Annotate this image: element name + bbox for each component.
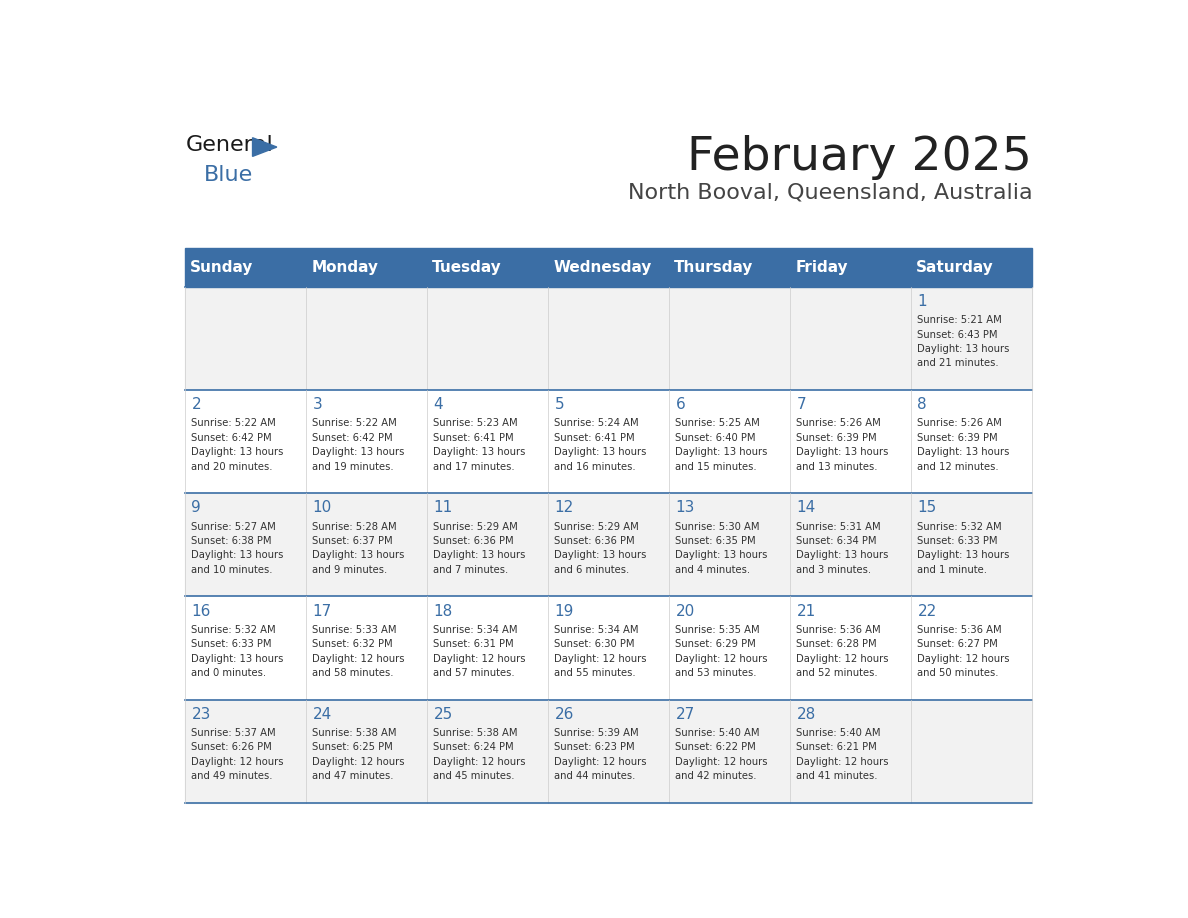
Text: Sunrise: 5:39 AM
Sunset: 6:23 PM
Daylight: 12 hours
and 44 minutes.: Sunrise: 5:39 AM Sunset: 6:23 PM Dayligh…	[555, 728, 647, 781]
Bar	[185, 248, 1032, 286]
Text: Sunrise: 5:26 AM
Sunset: 6:39 PM
Daylight: 13 hours
and 12 minutes.: Sunrise: 5:26 AM Sunset: 6:39 PM Dayligh…	[917, 419, 1010, 472]
Text: 23: 23	[191, 707, 210, 722]
Text: Sunrise: 5:34 AM
Sunset: 6:30 PM
Daylight: 12 hours
and 55 minutes.: Sunrise: 5:34 AM Sunset: 6:30 PM Dayligh…	[555, 625, 647, 678]
Text: Sunrise: 5:22 AM
Sunset: 6:42 PM
Daylight: 13 hours
and 19 minutes.: Sunrise: 5:22 AM Sunset: 6:42 PM Dayligh…	[312, 419, 405, 472]
Text: 16: 16	[191, 603, 210, 619]
Text: 22: 22	[917, 603, 936, 619]
Text: Sunrise: 5:28 AM
Sunset: 6:37 PM
Daylight: 13 hours
and 9 minutes.: Sunrise: 5:28 AM Sunset: 6:37 PM Dayligh…	[312, 521, 405, 575]
Text: 19: 19	[555, 603, 574, 619]
Text: Friday: Friday	[795, 260, 848, 274]
Text: Sunrise: 5:38 AM
Sunset: 6:24 PM
Daylight: 12 hours
and 45 minutes.: Sunrise: 5:38 AM Sunset: 6:24 PM Dayligh…	[434, 728, 526, 781]
Text: Sunrise: 5:35 AM
Sunset: 6:29 PM
Daylight: 12 hours
and 53 minutes.: Sunrise: 5:35 AM Sunset: 6:29 PM Dayligh…	[676, 625, 767, 678]
Text: 11: 11	[434, 500, 453, 515]
Text: Sunrise: 5:40 AM
Sunset: 6:21 PM
Daylight: 12 hours
and 41 minutes.: Sunrise: 5:40 AM Sunset: 6:21 PM Dayligh…	[796, 728, 889, 781]
Bar	[185, 700, 1032, 803]
Text: Blue: Blue	[204, 164, 253, 185]
Text: 12: 12	[555, 500, 574, 515]
Text: 4: 4	[434, 397, 443, 412]
Text: 1: 1	[917, 294, 927, 309]
Text: Sunday: Sunday	[190, 260, 253, 274]
Text: 7: 7	[796, 397, 805, 412]
Text: February 2025: February 2025	[688, 135, 1032, 180]
Text: 28: 28	[796, 707, 816, 722]
Text: Wednesday: Wednesday	[554, 260, 651, 274]
Text: Sunrise: 5:37 AM
Sunset: 6:26 PM
Daylight: 12 hours
and 49 minutes.: Sunrise: 5:37 AM Sunset: 6:26 PM Dayligh…	[191, 728, 284, 781]
Text: 25: 25	[434, 707, 453, 722]
Text: 2: 2	[191, 397, 201, 412]
Text: Sunrise: 5:40 AM
Sunset: 6:22 PM
Daylight: 12 hours
and 42 minutes.: Sunrise: 5:40 AM Sunset: 6:22 PM Dayligh…	[676, 728, 767, 781]
Text: Sunrise: 5:26 AM
Sunset: 6:39 PM
Daylight: 13 hours
and 13 minutes.: Sunrise: 5:26 AM Sunset: 6:39 PM Dayligh…	[796, 419, 889, 472]
Text: Monday: Monday	[311, 260, 378, 274]
Text: Sunrise: 5:29 AM
Sunset: 6:36 PM
Daylight: 13 hours
and 6 minutes.: Sunrise: 5:29 AM Sunset: 6:36 PM Dayligh…	[555, 521, 646, 575]
Text: 14: 14	[796, 500, 816, 515]
Text: Sunrise: 5:36 AM
Sunset: 6:28 PM
Daylight: 12 hours
and 52 minutes.: Sunrise: 5:36 AM Sunset: 6:28 PM Dayligh…	[796, 625, 889, 678]
Text: Sunrise: 5:36 AM
Sunset: 6:27 PM
Daylight: 12 hours
and 50 minutes.: Sunrise: 5:36 AM Sunset: 6:27 PM Dayligh…	[917, 625, 1010, 678]
Text: 5: 5	[555, 397, 564, 412]
Text: North Booval, Queensland, Australia: North Booval, Queensland, Australia	[627, 183, 1032, 203]
Text: 21: 21	[796, 603, 816, 619]
Text: Sunrise: 5:30 AM
Sunset: 6:35 PM
Daylight: 13 hours
and 4 minutes.: Sunrise: 5:30 AM Sunset: 6:35 PM Dayligh…	[676, 521, 767, 575]
Text: 13: 13	[676, 500, 695, 515]
Text: Sunrise: 5:32 AM
Sunset: 6:33 PM
Daylight: 13 hours
and 1 minute.: Sunrise: 5:32 AM Sunset: 6:33 PM Dayligh…	[917, 521, 1010, 575]
Text: Sunrise: 5:25 AM
Sunset: 6:40 PM
Daylight: 13 hours
and 15 minutes.: Sunrise: 5:25 AM Sunset: 6:40 PM Dayligh…	[676, 419, 767, 472]
Text: 8: 8	[917, 397, 927, 412]
Text: 27: 27	[676, 707, 695, 722]
Text: Sunrise: 5:23 AM
Sunset: 6:41 PM
Daylight: 13 hours
and 17 minutes.: Sunrise: 5:23 AM Sunset: 6:41 PM Dayligh…	[434, 419, 526, 472]
Text: Sunrise: 5:24 AM
Sunset: 6:41 PM
Daylight: 13 hours
and 16 minutes.: Sunrise: 5:24 AM Sunset: 6:41 PM Dayligh…	[555, 419, 646, 472]
Text: 9: 9	[191, 500, 201, 515]
Text: Sunrise: 5:32 AM
Sunset: 6:33 PM
Daylight: 13 hours
and 0 minutes.: Sunrise: 5:32 AM Sunset: 6:33 PM Dayligh…	[191, 625, 284, 678]
Text: 15: 15	[917, 500, 936, 515]
Text: Sunrise: 5:21 AM
Sunset: 6:43 PM
Daylight: 13 hours
and 21 minutes.: Sunrise: 5:21 AM Sunset: 6:43 PM Dayligh…	[917, 315, 1010, 368]
Text: Sunrise: 5:29 AM
Sunset: 6:36 PM
Daylight: 13 hours
and 7 minutes.: Sunrise: 5:29 AM Sunset: 6:36 PM Dayligh…	[434, 521, 526, 575]
Text: 24: 24	[312, 707, 331, 722]
Text: 10: 10	[312, 500, 331, 515]
Text: Tuesday: Tuesday	[432, 260, 503, 274]
Text: 17: 17	[312, 603, 331, 619]
Text: Sunrise: 5:27 AM
Sunset: 6:38 PM
Daylight: 13 hours
and 10 minutes.: Sunrise: 5:27 AM Sunset: 6:38 PM Dayligh…	[191, 521, 284, 575]
Text: Sunrise: 5:31 AM
Sunset: 6:34 PM
Daylight: 13 hours
and 3 minutes.: Sunrise: 5:31 AM Sunset: 6:34 PM Dayligh…	[796, 521, 889, 575]
Text: Saturday: Saturday	[916, 260, 994, 274]
Text: 6: 6	[676, 397, 685, 412]
Text: 26: 26	[555, 707, 574, 722]
Text: Sunrise: 5:38 AM
Sunset: 6:25 PM
Daylight: 12 hours
and 47 minutes.: Sunrise: 5:38 AM Sunset: 6:25 PM Dayligh…	[312, 728, 405, 781]
Text: 20: 20	[676, 603, 695, 619]
Bar	[185, 493, 1032, 597]
Bar	[185, 287, 1032, 390]
Bar	[185, 597, 1032, 700]
Text: Sunrise: 5:33 AM
Sunset: 6:32 PM
Daylight: 12 hours
and 58 minutes.: Sunrise: 5:33 AM Sunset: 6:32 PM Dayligh…	[312, 625, 405, 678]
Polygon shape	[253, 138, 277, 156]
Text: 18: 18	[434, 603, 453, 619]
Text: Thursday: Thursday	[675, 260, 753, 274]
Text: Sunrise: 5:22 AM
Sunset: 6:42 PM
Daylight: 13 hours
and 20 minutes.: Sunrise: 5:22 AM Sunset: 6:42 PM Dayligh…	[191, 419, 284, 472]
Text: General: General	[185, 135, 273, 155]
Bar	[185, 390, 1032, 493]
Text: 3: 3	[312, 397, 322, 412]
Text: Sunrise: 5:34 AM
Sunset: 6:31 PM
Daylight: 12 hours
and 57 minutes.: Sunrise: 5:34 AM Sunset: 6:31 PM Dayligh…	[434, 625, 526, 678]
